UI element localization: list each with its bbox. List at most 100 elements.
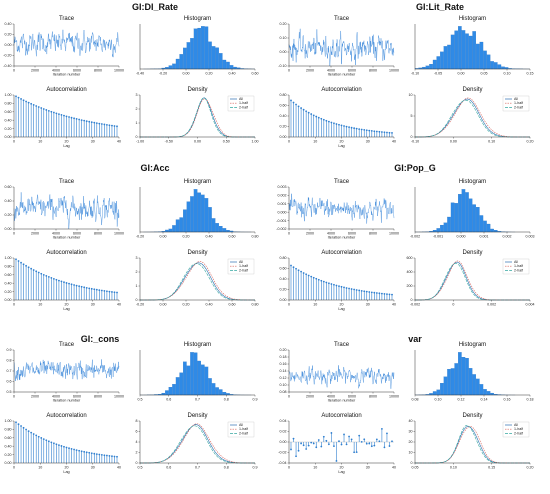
acf-point [388,445,391,447]
histogram-bar [226,393,230,396]
histogram-bar [208,378,212,396]
acf-point [322,118,325,121]
acf-point [350,438,353,441]
acf-point [42,438,45,441]
x-tick-label: 30 [91,303,95,307]
histogram-bar [450,34,455,70]
autocorrelation-title: Autocorrelation [46,87,86,93]
acf-point [85,286,88,289]
acf-point [295,103,297,106]
histogram-bar [497,64,502,70]
histogram-bar [454,203,458,233]
y-tick-label: 0.80 [280,256,287,260]
y-tick-label: 30 [409,430,413,434]
histogram-bar [175,219,180,233]
acf-point [58,113,60,116]
autocorrelation-panel: Autocorrelation 0 10 20 30 40 -0.04 -0.02 0.00 0.… [278,413,396,474]
acf-point [391,293,393,296]
histogram-bar [443,46,448,70]
acf-point [60,280,63,283]
acf-point [45,275,48,277]
y-tick-label: -0.40 [3,64,11,68]
acf-point [363,128,366,131]
acf-point [35,270,38,273]
density-title: Density [187,250,207,256]
acf-point [58,279,60,282]
legend-label: All [239,423,243,427]
y-tick-label: 0.5 [7,390,12,394]
y-tick-label: 400 [407,270,413,274]
y-tick-label: 1.00 [5,256,12,260]
x-tick-label: 4000 [327,395,335,399]
acf-point [98,122,101,125]
autocorrelation-xlabel: Lag [338,470,344,474]
histogram-bar [201,26,205,70]
density-panel: Density -0.20 0.00 0.20 0.40 0.60 0.80 0 1 2 3 All1… [136,250,259,307]
acf-point [368,129,371,132]
y-tick-label: 0.00 [5,298,12,302]
x-tick-label: 0.40 [206,235,213,239]
x-tick-label: 10 [38,303,42,307]
acf-point [88,451,91,454]
histogram-bar [465,357,469,396]
x-tick-label: 10000 [114,395,124,399]
x-tick-label: -0.10 [411,140,419,144]
histogram-bar [218,53,223,70]
x-tick-label: 8000 [94,395,102,399]
x-tick-label: 30 [366,140,370,144]
y-tick-label: 0 [136,461,138,465]
histogram-bar [190,352,194,396]
acf-point [30,431,33,434]
trace-xlabel: Iteration number [53,236,81,240]
acf-point [302,272,305,274]
y-tick-label: 200 [407,284,413,288]
acf-point [370,445,373,448]
x-tick-label: 0.9 [253,398,258,402]
trace-line [288,365,395,389]
acf-point [363,438,366,441]
histogram-bar [204,366,209,396]
histogram-bar [458,352,462,396]
x-tick-label: 20 [340,466,344,470]
acf-point [340,443,343,446]
acf-point [360,440,363,443]
density-1-half-line [140,261,256,301]
acf-point [290,99,292,102]
acf-point [350,126,353,129]
x-tick-label: 40 [117,303,121,307]
x-tick-label: 8000 [94,69,102,73]
acf-point [310,113,313,115]
acf-point [360,128,363,131]
acf-point [73,284,75,286]
acf-point [63,445,65,448]
acf-point [343,125,345,127]
x-tick-label: 4000 [327,232,335,236]
histogram-bar [183,361,187,396]
acf-point [340,285,343,288]
acf-point [25,100,27,103]
x-tick-label: 40 [392,303,396,307]
y-tick-label: 0.9 [7,348,12,352]
acf-point [113,125,116,127]
histogram-bar [479,41,484,70]
acf-point [27,430,30,432]
acf-point [373,291,376,294]
y-tick-label: 0 [411,461,413,465]
acf-point [15,258,17,261]
y-tick-label: 0.60 [280,267,287,271]
acf-point [20,261,22,264]
acf-point [42,108,45,110]
acf-point [335,284,338,287]
acf-point [300,270,302,273]
x-tick-label: 0.7 [195,466,200,470]
x-tick-label: 0.002 [487,303,496,307]
acf-point [365,442,368,445]
acf-point [106,290,108,293]
y-tick-label: 0.20 [5,290,12,294]
x-tick-label: 0.14 [481,398,488,402]
histogram-title: Histogram [459,179,486,185]
acf-point [80,450,83,453]
x-tick-label: 0.000 [457,235,466,239]
y-tick-label: 0.60 [5,185,12,189]
